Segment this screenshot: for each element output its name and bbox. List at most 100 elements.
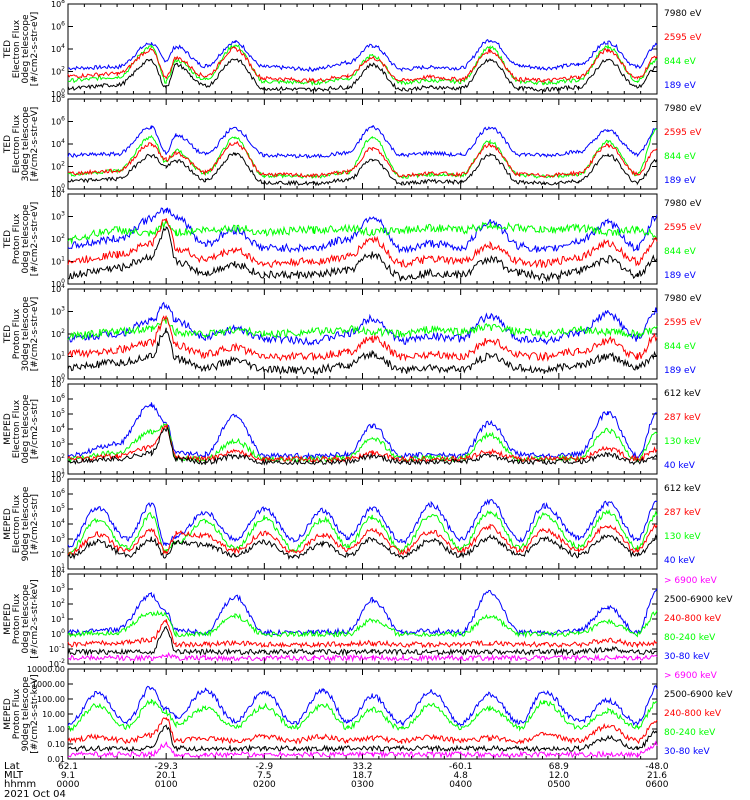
panel-3: 100 101 102 103 104 TED Proton Flux 0deg telesc… (3, 188, 702, 289)
legend-entry: 130 keV (664, 532, 701, 542)
series-line-red (67, 218, 658, 269)
time-column-mlt: 12.0 (549, 771, 569, 781)
y-tick-label: 102 (51, 66, 65, 77)
y-tick-label: 106 (51, 116, 65, 127)
date-label: 2021 Oct 04 (4, 789, 66, 800)
y-tick-label: 104 (51, 188, 65, 199)
y-axis-label-line: [#/cm2-s-str-eV] (30, 107, 40, 182)
panel-6: 101 102 103 104 105 106 107 MEPED Electron Flux 9… (3, 473, 701, 574)
footer-label-lat: Lat (4, 761, 20, 772)
legend-entry: 40 keV (664, 461, 696, 471)
series-line-green (67, 44, 658, 87)
legend-entry: > 6900 keV (664, 576, 718, 586)
time-column-hhmm: 0600 (646, 780, 669, 790)
y-axis-label-line: [#/cm2-s-str] (30, 494, 40, 554)
series-line-blue (68, 301, 658, 346)
legend-entry: 287 keV (664, 413, 701, 423)
legend-entry: 189 eV (664, 81, 697, 91)
y-axis-label-line: MEPED (3, 508, 13, 540)
y-tick-label: 105 (51, 408, 65, 419)
y-axis-label-line: [#/cm2-s-str-keV] (30, 579, 40, 658)
series-line-black (67, 57, 658, 93)
series-line-blue (67, 39, 658, 73)
legend-entry: 844 eV (664, 152, 697, 162)
y-tick-label: 100 (51, 183, 65, 194)
legend-entry: 2595 eV (664, 318, 702, 328)
y-tick-label: 100 (51, 373, 65, 384)
y-tick-label: 10.00 (42, 710, 65, 719)
legend-entry: 30-80 keV (664, 652, 710, 662)
y-tick-label: 104 (51, 138, 65, 149)
time-column-hhmm: 0400 (449, 780, 472, 790)
panel-7: 10-2 10-1 100 101 102 103 104 MEPED Proton Flux 0… (3, 568, 733, 669)
time-column-hhmm: 0000 (57, 780, 80, 790)
series-line-red (67, 523, 658, 556)
y-axis-label-line: [#/cm2-s-str-eV] (30, 12, 40, 87)
series-line-red (67, 140, 658, 178)
legend-entry: 612 keV (664, 484, 701, 494)
legend-entry: 130 keV (664, 437, 701, 447)
time-column-mlt: 4.8 (454, 771, 469, 781)
y-axis-label-line: MEPED (3, 413, 13, 445)
legend-entry: 189 eV (664, 271, 697, 281)
panel-8: 0.01 0.10 1.00 10.00 100.00 1000.00 10000.00 ME… (3, 665, 733, 764)
time-columns: 62.19.10000-29.320.10100-2.97.5020033.21… (57, 762, 669, 790)
series-line-black (67, 533, 658, 561)
y-axis-label-line: 0deg telescope (21, 394, 31, 464)
legend-entry: 30-80 keV (664, 747, 710, 757)
series-line-blue (67, 124, 658, 159)
y-axis-label-line: 90deg telescope (21, 486, 31, 561)
y-tick-label: 101 (51, 613, 65, 624)
y-tick-label: 106 (51, 21, 65, 32)
y-tick-label: 102 (51, 233, 65, 244)
panel-2: 100 102 104 106 108 TED Electron Flux 30deg tel… (3, 93, 702, 194)
y-axis-label-line: Electron Flux (12, 114, 22, 173)
y-axis-label-line: TED (3, 230, 13, 249)
y-axis-label-line: 30deg telescope (21, 296, 31, 371)
y-tick-label: 104 (51, 43, 65, 54)
y-tick-label: 100 (51, 278, 65, 289)
y-tick-label: 106 (51, 488, 65, 499)
time-column-mlt: 18.7 (352, 771, 372, 781)
legend-entry: 7980 eV (664, 294, 702, 304)
y-tick-label: 103 (51, 211, 65, 222)
y-tick-label: 101 (51, 256, 65, 267)
y-tick-label: 101 (51, 351, 65, 362)
y-tick-label: 100 (51, 88, 65, 99)
legend-entry: 40 keV (664, 556, 696, 566)
y-axis-label-line: [#/cm2-s-str-eV] (30, 297, 40, 372)
y-axis-label-line: Electron Flux (12, 494, 22, 553)
y-axis-label-line: 0deg telescope (21, 14, 31, 84)
legend-entry: > 6900 keV (664, 671, 718, 681)
legend-entry: 612 keV (664, 389, 701, 399)
y-tick-label: 100.00 (37, 695, 65, 704)
legend-entry: 2595 eV (664, 128, 702, 138)
time-column-hhmm: 0300 (351, 780, 374, 790)
y-tick-label: 108 (51, 0, 65, 9)
y-axis-label-line: Electron Flux (12, 399, 22, 458)
time-column-lat: -2.9 (256, 762, 274, 772)
series-line-magenta (67, 740, 658, 759)
y-axis-label-line: [#/cm2-s-str-keV] (30, 674, 40, 753)
y-tick-label: 102 (51, 548, 65, 559)
legend-entry: 2595 eV (664, 33, 702, 43)
series-line-blue (67, 588, 658, 637)
legend-entry: 189 eV (664, 366, 697, 376)
y-tick-label: 102 (51, 328, 65, 339)
y-tick-label: 102 (51, 453, 65, 464)
footer-label-mlt: MLT (4, 770, 24, 781)
series-line-red (67, 619, 658, 649)
series-line-magenta (67, 651, 658, 663)
legend-entry: 80-240 keV (664, 633, 716, 643)
legend-entry: 240-800 keV (664, 709, 722, 719)
time-axis-footer: Lat MLT hhmm 2021 Oct 04 62.19.10000 -29.… (4, 761, 669, 800)
time-column-lat: 62.1 (58, 762, 78, 772)
y-tick-label: 104 (51, 423, 65, 434)
series-line-black (67, 724, 658, 753)
legend-entry: 80-240 keV (664, 728, 716, 738)
y-tick-label: 104 (51, 568, 65, 579)
y-tick-label: 106 (51, 393, 65, 404)
legend-entry: 844 eV (664, 247, 697, 257)
